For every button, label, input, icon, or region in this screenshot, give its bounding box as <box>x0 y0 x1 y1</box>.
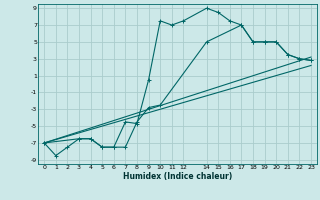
X-axis label: Humidex (Indice chaleur): Humidex (Indice chaleur) <box>123 172 232 181</box>
